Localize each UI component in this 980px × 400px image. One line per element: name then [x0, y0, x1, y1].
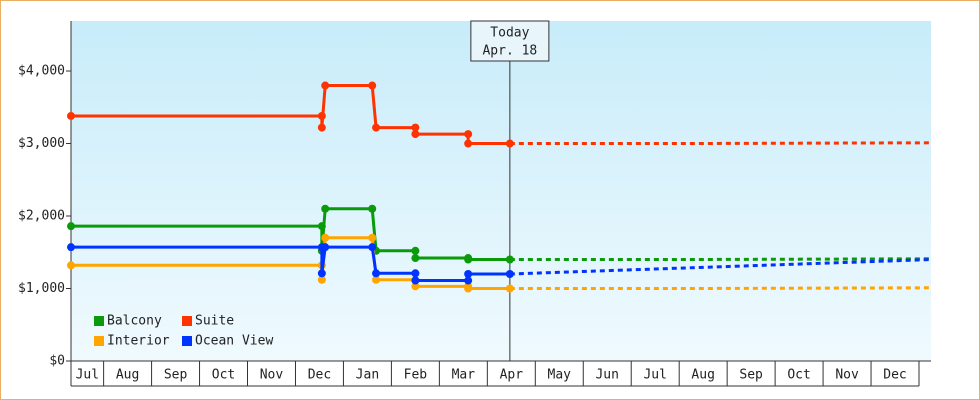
- today-date: Apr. 18: [482, 44, 537, 59]
- legend-label: Ocean View: [195, 334, 273, 349]
- price-point: [411, 246, 420, 255]
- legend-label: Balcony: [107, 314, 162, 329]
- price-point: [411, 123, 420, 132]
- price-point: [317, 269, 326, 278]
- today-box: [470, 20, 550, 62]
- price-point: [464, 139, 473, 148]
- price-point: [368, 204, 377, 213]
- forecast-line: [509, 286, 932, 291]
- price-point: [464, 255, 473, 264]
- price-point: [411, 282, 420, 291]
- y-tick-label: $4,000: [18, 64, 65, 79]
- price-point: [411, 130, 420, 139]
- legend-swatch: [94, 316, 104, 326]
- price-point: [372, 275, 381, 284]
- x-tick-label: Oct: [212, 368, 235, 383]
- x-tick-label: Aug: [116, 368, 139, 383]
- x-tick-label: Dec: [308, 368, 331, 383]
- x-tick-label: Mar: [452, 368, 476, 383]
- price-point: [321, 233, 330, 242]
- price-point: [321, 243, 330, 252]
- today-label: Today: [490, 26, 529, 41]
- x-tick-label: Sep: [164, 368, 188, 383]
- y-tick-label: $3,000: [18, 136, 65, 151]
- price-point: [67, 222, 75, 231]
- price-point: [464, 270, 473, 279]
- price-point: [464, 276, 473, 285]
- price-point: [368, 233, 377, 242]
- x-tick-label: Apr: [500, 368, 524, 383]
- x-tick-label: Dec: [883, 368, 906, 383]
- x-tick-label: Sep: [739, 368, 763, 383]
- price-point: [372, 269, 381, 278]
- x-tick-label: Feb: [404, 368, 428, 383]
- y-tick-label: $2,000: [18, 209, 65, 224]
- price-point: [317, 275, 326, 284]
- price-point: [67, 111, 75, 120]
- price-point: [321, 81, 330, 90]
- price-point: [321, 204, 330, 213]
- legend-swatch: [94, 336, 104, 346]
- legend-label: Interior: [107, 334, 170, 349]
- price-point: [505, 139, 514, 148]
- price-point: [411, 276, 420, 285]
- price-point: [317, 123, 326, 132]
- x-tick-label: Jul: [76, 368, 99, 383]
- price-point: [368, 81, 377, 90]
- x-tick-label: May: [548, 368, 572, 383]
- forecast-line: [509, 141, 932, 146]
- x-tick-label: Oct: [787, 368, 810, 383]
- plot-area: [71, 21, 931, 361]
- x-tick-label: Jan: [356, 368, 379, 383]
- price-point: [505, 284, 514, 293]
- price-point: [411, 269, 420, 278]
- x-tick-label: Jul: [643, 368, 666, 383]
- price-point: [67, 261, 75, 270]
- price-point: [411, 254, 420, 263]
- price-point: [505, 255, 514, 264]
- legend-label: Suite: [195, 314, 234, 329]
- price-point: [368, 243, 377, 252]
- forecast-line: [509, 257, 932, 262]
- y-tick-label: $0: [49, 354, 65, 369]
- legend-swatch: [182, 316, 192, 326]
- price-point: [505, 270, 514, 279]
- y-tick-label: $1,000: [18, 281, 65, 296]
- x-tick-label: Jun: [595, 368, 618, 383]
- price-point: [317, 222, 326, 231]
- x-tick-label: Nov: [835, 368, 859, 383]
- legend-swatch: [182, 336, 192, 346]
- forecast-line: [509, 258, 932, 276]
- price-point: [464, 130, 473, 139]
- price-point: [317, 111, 326, 120]
- price-point: [464, 284, 473, 293]
- x-tick-label: Aug: [691, 368, 714, 383]
- price-point: [67, 243, 75, 252]
- x-tick-label: Nov: [260, 368, 284, 383]
- price-point: [372, 123, 381, 132]
